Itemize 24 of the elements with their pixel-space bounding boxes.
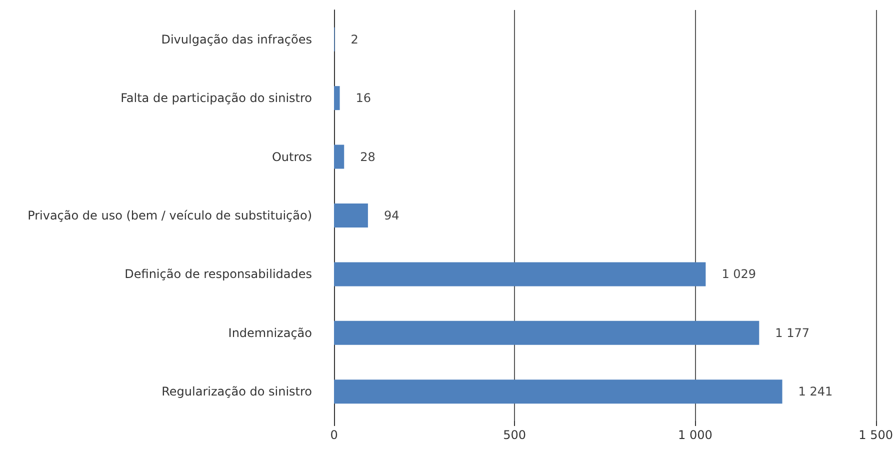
y-tick-label: Regularização do sinistro — [162, 384, 312, 399]
bar — [334, 144, 344, 169]
y-tick-label: Privação de uso (bem / veículo de substituição) — [28, 208, 312, 222]
data-label: 1 029 — [722, 267, 756, 282]
x-tick-label: 1 500 — [858, 428, 894, 442]
y-tick-label: Divulgação das infrações — [161, 32, 312, 46]
x-tick-label: 0 — [330, 428, 338, 442]
y-tick-label: Indemnização — [228, 326, 312, 340]
bar — [334, 204, 368, 228]
data-label: 1 241 — [798, 384, 833, 399]
x-tick-label: 500 — [503, 428, 526, 442]
bar — [334, 320, 760, 345]
y-tick-label: Definição de responsabilidades — [124, 267, 312, 282]
data-label: 28 — [360, 150, 376, 164]
y-tick-label: Falta de participação do sinistro — [120, 91, 312, 106]
data-label: 16 — [356, 91, 372, 106]
data-label: 1 177 — [775, 326, 810, 340]
x-tick-label: 1 000 — [678, 428, 712, 442]
bar — [334, 86, 340, 110]
data-label: 2 — [350, 32, 358, 46]
bar — [334, 262, 706, 286]
y-tick-label: Outros — [272, 150, 312, 164]
data-label: 94 — [384, 208, 400, 222]
bar — [334, 380, 782, 404]
